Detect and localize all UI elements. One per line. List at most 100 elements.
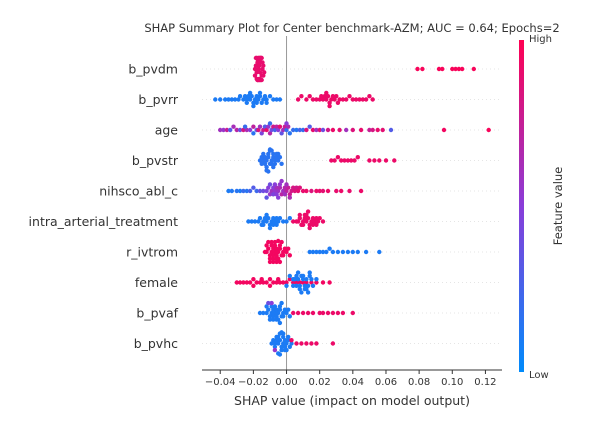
shap-point [277, 280, 283, 285]
shap-point [350, 97, 355, 102]
shap-point [262, 216, 268, 221]
shap-point [415, 66, 420, 72]
shap-point [274, 259, 279, 265]
shap-point [279, 344, 284, 349]
shap-point [241, 97, 246, 102]
shap-point [300, 188, 306, 194]
shap-point [271, 259, 276, 265]
shap-point [277, 97, 283, 102]
shap-point [295, 97, 301, 102]
shap-point [292, 188, 297, 194]
x-tick-label: 0.04 [342, 377, 364, 388]
shap-point [261, 158, 266, 163]
shap-point [272, 239, 278, 245]
shap-point [254, 94, 259, 99]
shap-point [277, 185, 283, 190]
shap-point [269, 249, 274, 255]
shap-point [281, 219, 286, 224]
shap-point [221, 127, 226, 133]
shap-point [232, 97, 238, 102]
shap-point [277, 259, 283, 265]
shap-point [320, 127, 326, 133]
shap-point [330, 249, 336, 255]
shap-point [279, 161, 284, 166]
shap-point [261, 219, 266, 224]
shap-point [297, 280, 302, 285]
shap-point [241, 188, 246, 194]
shap-point [281, 127, 286, 133]
shap-point [269, 188, 274, 194]
shap-point [274, 222, 279, 227]
shap-point [272, 243, 278, 248]
shap-point [355, 249, 360, 255]
shap-point [252, 73, 258, 78]
shap-point [267, 94, 273, 99]
shap-point [357, 97, 362, 102]
shap-point [274, 246, 279, 251]
shap-point [266, 155, 271, 160]
shap-point [266, 216, 271, 221]
shap-point [237, 94, 243, 99]
shap-point [345, 249, 351, 255]
shap-point [271, 314, 276, 319]
shap-point [246, 219, 251, 224]
shap-point [339, 188, 344, 194]
shap-point [314, 341, 319, 346]
shap-point [325, 94, 331, 99]
shap-point [274, 280, 279, 285]
shap-point [304, 341, 309, 346]
shap-point [271, 155, 276, 160]
shap-point [360, 97, 365, 102]
shap-point [264, 100, 269, 106]
shap-point [267, 182, 273, 187]
shap-point [314, 97, 319, 102]
shap-point [254, 70, 259, 75]
shap-point [310, 216, 316, 221]
shap-point [271, 246, 276, 251]
shap-point [284, 127, 289, 133]
shap-point [266, 151, 271, 157]
shap-point [262, 155, 268, 160]
shap-point [277, 155, 283, 160]
shap-point [256, 219, 261, 224]
shap-point [441, 127, 447, 133]
shap-point [305, 310, 311, 316]
shap-point [259, 277, 264, 282]
shap-point [259, 161, 264, 166]
shap-point [332, 158, 337, 163]
shap-point [294, 127, 299, 133]
shap-point [271, 185, 276, 190]
shap-point [262, 70, 267, 75]
shap-point [287, 314, 292, 319]
shap-point [269, 300, 274, 306]
shap-point [330, 341, 336, 346]
chart-title: SHAP Summary Plot for Center benchmark-A… [144, 21, 559, 35]
shap-point [276, 238, 281, 244]
shap-point [252, 219, 258, 224]
shap-point [329, 97, 334, 102]
shap-point [267, 317, 273, 322]
shap-point [274, 338, 279, 343]
shap-point [257, 124, 263, 129]
shap-point [244, 97, 249, 102]
shap-point [267, 121, 273, 126]
shap-point [271, 216, 276, 221]
shap-point [309, 280, 314, 285]
shap-point [294, 185, 299, 190]
shap-point [310, 310, 316, 316]
shap-point [297, 283, 302, 288]
shap-point [279, 347, 284, 353]
shap-point [247, 97, 253, 102]
shap-point [272, 304, 278, 309]
shap-point [355, 155, 360, 160]
shap-point [277, 246, 283, 251]
shap-point [335, 155, 341, 160]
shap-point [266, 169, 271, 174]
shap-point [305, 216, 311, 221]
shap-point [471, 66, 476, 72]
x-tick-label: −0.02 [238, 377, 269, 388]
shap-point [347, 188, 352, 194]
shap-point [352, 158, 357, 163]
shap-point [297, 212, 302, 218]
shap-point [276, 195, 281, 200]
